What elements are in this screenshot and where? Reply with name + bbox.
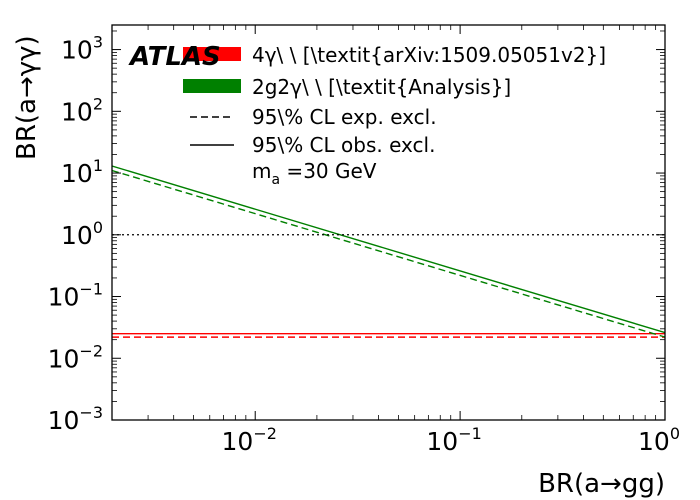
x-tick-label-2: 100 — [638, 424, 680, 456]
legend: 4γ\ \ [\textit{arXiv:1509.05051v2}] 2g2γ\… — [128, 42, 606, 188]
x-axis-label: BR(a→gg) — [538, 469, 665, 499]
series-layer — [112, 165, 665, 338]
legend-label-2: 95\% CL exp. excl. — [252, 105, 437, 129]
legend-swatch-0 — [183, 47, 241, 61]
series-line-3-observed — [112, 165, 665, 334]
legend-label-0: 4γ\ \ [\textit{arXiv:1509.05051v2}] — [252, 43, 606, 67]
series-line-2-expected — [112, 169, 665, 338]
y-axis-label: BR(a→γγ) — [12, 35, 42, 160]
label-layer: BR(a→gg) BR(a→γγ) — [12, 35, 665, 499]
y-tick-label-2: 10−1 — [48, 280, 103, 312]
y-tick-label-5: 102 — [61, 94, 103, 126]
mass-label: ma =30 GeV — [252, 159, 377, 188]
x-tick-label-1: 10−1 — [426, 424, 481, 456]
legend-swatch-1 — [183, 79, 241, 93]
plot-frame — [111, 24, 666, 421]
x-tick-label-0: 10−2 — [222, 424, 277, 456]
legend-label-1: 2g2γ\ \ [\textit{Analysis}] — [252, 75, 511, 99]
tick-layer: 10−2 10−1 100 10−3 10−2 10−1 100 101 102 103 — [48, 25, 680, 456]
y-tick-label-6: 103 — [61, 33, 103, 65]
y-tick-label-4: 101 — [61, 156, 103, 188]
atlas-label: ATLAS — [128, 42, 221, 72]
y-tick-label-0: 10−3 — [48, 403, 103, 435]
y-tick-label-1: 10−2 — [48, 341, 103, 373]
legend-label-3: 95\% CL obs. excl. — [252, 133, 435, 157]
y-tick-label-3: 100 — [61, 218, 103, 250]
